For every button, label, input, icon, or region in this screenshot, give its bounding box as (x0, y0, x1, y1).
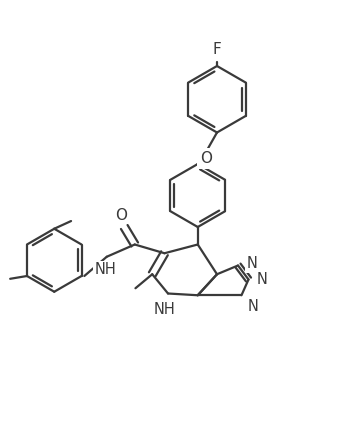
Text: F: F (213, 42, 221, 57)
Text: N: N (248, 299, 259, 314)
Text: NH: NH (154, 302, 175, 317)
Text: N: N (256, 272, 267, 287)
Text: O: O (201, 151, 212, 166)
Text: N: N (247, 256, 258, 271)
Text: NH: NH (94, 262, 116, 277)
Text: O: O (115, 208, 127, 223)
